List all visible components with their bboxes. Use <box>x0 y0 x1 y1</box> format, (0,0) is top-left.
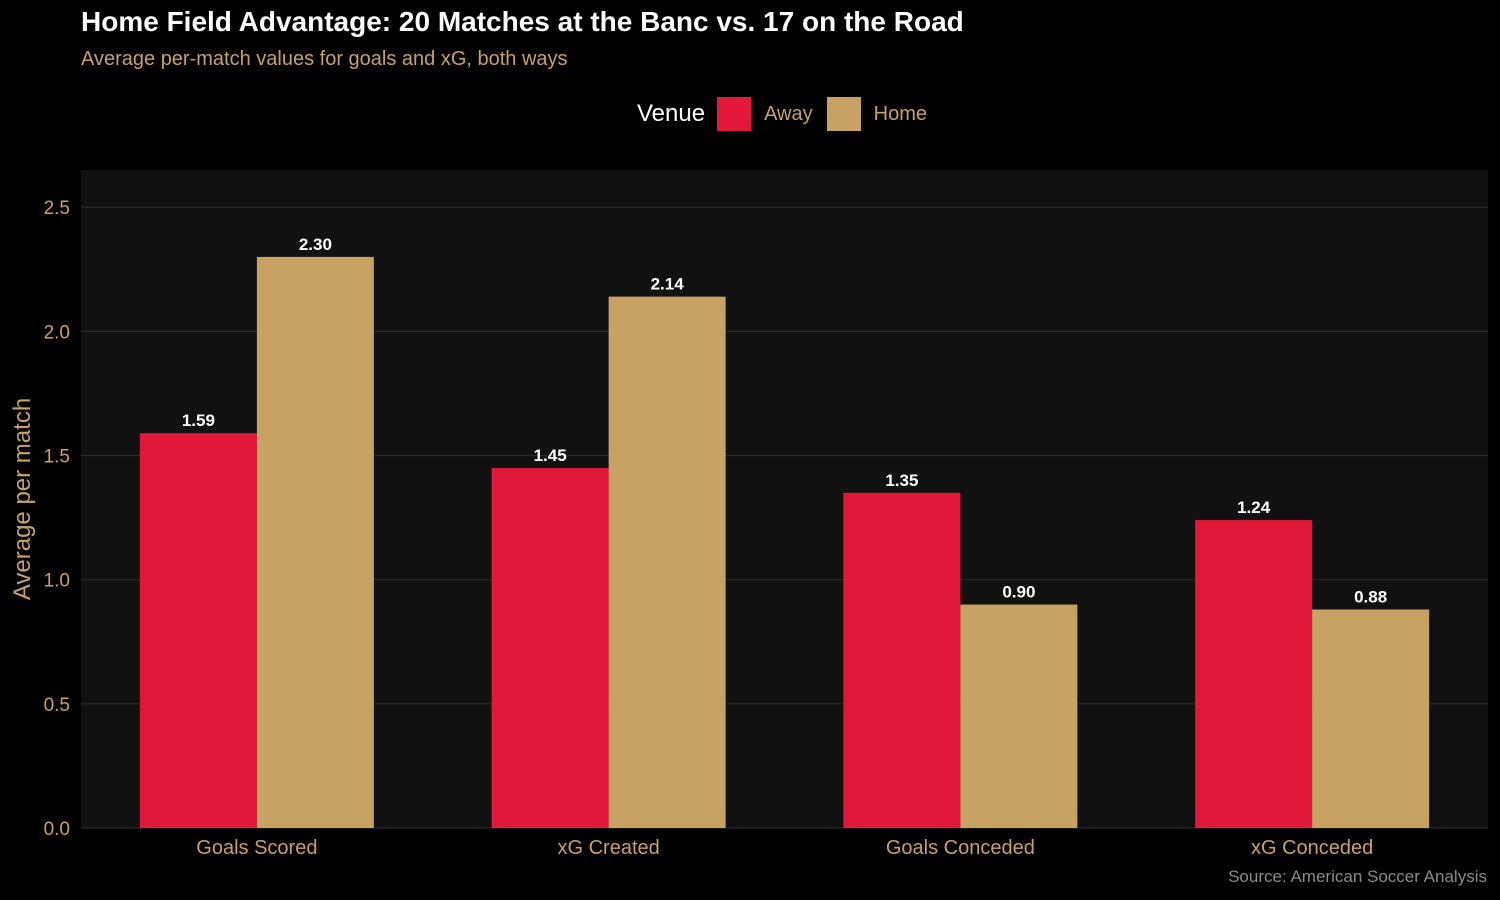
bar-away <box>139 433 257 828</box>
bar-home <box>960 604 1078 828</box>
bar-home <box>608 296 726 828</box>
data-label: 1.35 <box>885 471 918 490</box>
y-tick-label: 2.5 <box>44 198 70 219</box>
legend-swatch-home <box>826 97 861 131</box>
legend-label-home: Home <box>873 102 927 125</box>
legend-title: Venue <box>637 100 706 127</box>
y-tick-label: 1.5 <box>44 447 70 468</box>
bar-away <box>1195 520 1313 828</box>
chart-subtitle: Average per-match values for goals and x… <box>81 48 568 70</box>
data-label: 0.88 <box>1354 587 1387 606</box>
data-label: 2.14 <box>651 275 685 294</box>
data-label: 1.59 <box>182 411 215 430</box>
y-tick-label: 0.0 <box>44 819 70 840</box>
y-tick-label: 0.5 <box>44 695 70 716</box>
source-caption: Source: American Soccer Analysis <box>1228 867 1487 886</box>
bar-home <box>1312 609 1430 828</box>
y-tick-label: 1.0 <box>44 571 70 592</box>
x-tick-label: xG Conceded <box>1251 837 1373 859</box>
legend: Venue Away Home <box>637 97 941 131</box>
x-tick-label: xG Created <box>557 837 659 859</box>
legend-item-home: Home <box>826 97 927 131</box>
x-tick-label: Goals Conceded <box>886 837 1035 859</box>
legend-item-away: Away <box>717 97 813 131</box>
bar-home <box>256 256 374 829</box>
data-label: 1.45 <box>534 446 567 465</box>
legend-swatch-away <box>717 97 752 131</box>
data-label: 1.24 <box>1237 498 1271 517</box>
y-tick-label: 2.0 <box>44 322 70 343</box>
data-label: 2.30 <box>299 235 332 254</box>
data-label: 0.90 <box>1002 583 1035 602</box>
bar-away <box>491 467 609 828</box>
chart-title: Home Field Advantage: 20 Matches at the … <box>81 6 964 37</box>
x-tick-label: Goals Scored <box>196 837 317 859</box>
bar-away <box>843 492 961 828</box>
legend-label-away: Away <box>764 102 813 125</box>
y-axis-title: Average per match <box>9 398 36 600</box>
